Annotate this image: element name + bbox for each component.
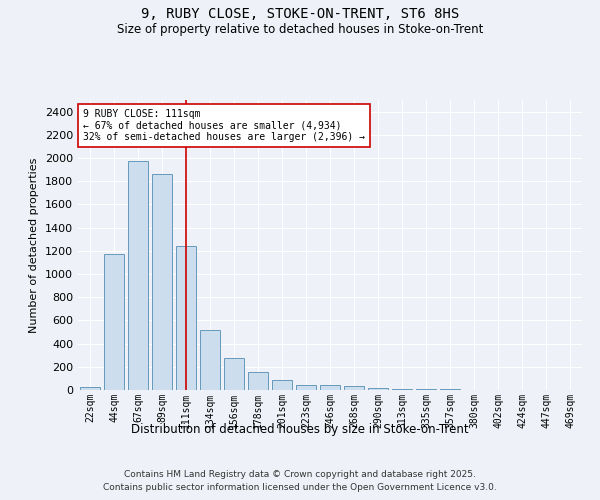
Text: Size of property relative to detached houses in Stoke-on-Trent: Size of property relative to detached ho… (117, 22, 483, 36)
Bar (104, 254, 124, 390)
Bar (80, 387, 100, 390)
Text: Contains public sector information licensed under the Open Government Licence v3: Contains public sector information licen… (103, 482, 497, 492)
Bar (200, 330, 220, 390)
Bar (224, 358, 244, 390)
Bar (320, 386, 340, 390)
Bar (296, 385, 316, 390)
Bar (152, 174, 172, 390)
Text: 9, RUBY CLOSE, STOKE-ON-TRENT, ST6 8HS: 9, RUBY CLOSE, STOKE-ON-TRENT, ST6 8HS (141, 8, 459, 22)
Bar (128, 161, 148, 390)
Bar (272, 380, 292, 390)
Bar (392, 389, 412, 390)
Bar (368, 388, 388, 390)
Bar (176, 246, 196, 390)
Text: Distribution of detached houses by size in Stoke-on-Trent: Distribution of detached houses by size … (131, 422, 469, 436)
Bar (344, 386, 364, 390)
Text: 9 RUBY CLOSE: 111sqm
← 67% of detached houses are smaller (4,934)
32% of semi-de: 9 RUBY CLOSE: 111sqm ← 67% of detached h… (83, 108, 365, 142)
Bar (248, 372, 268, 390)
Bar (416, 389, 436, 390)
Text: Contains HM Land Registry data © Crown copyright and database right 2025.: Contains HM Land Registry data © Crown c… (124, 470, 476, 479)
Y-axis label: Number of detached properties: Number of detached properties (29, 158, 40, 332)
